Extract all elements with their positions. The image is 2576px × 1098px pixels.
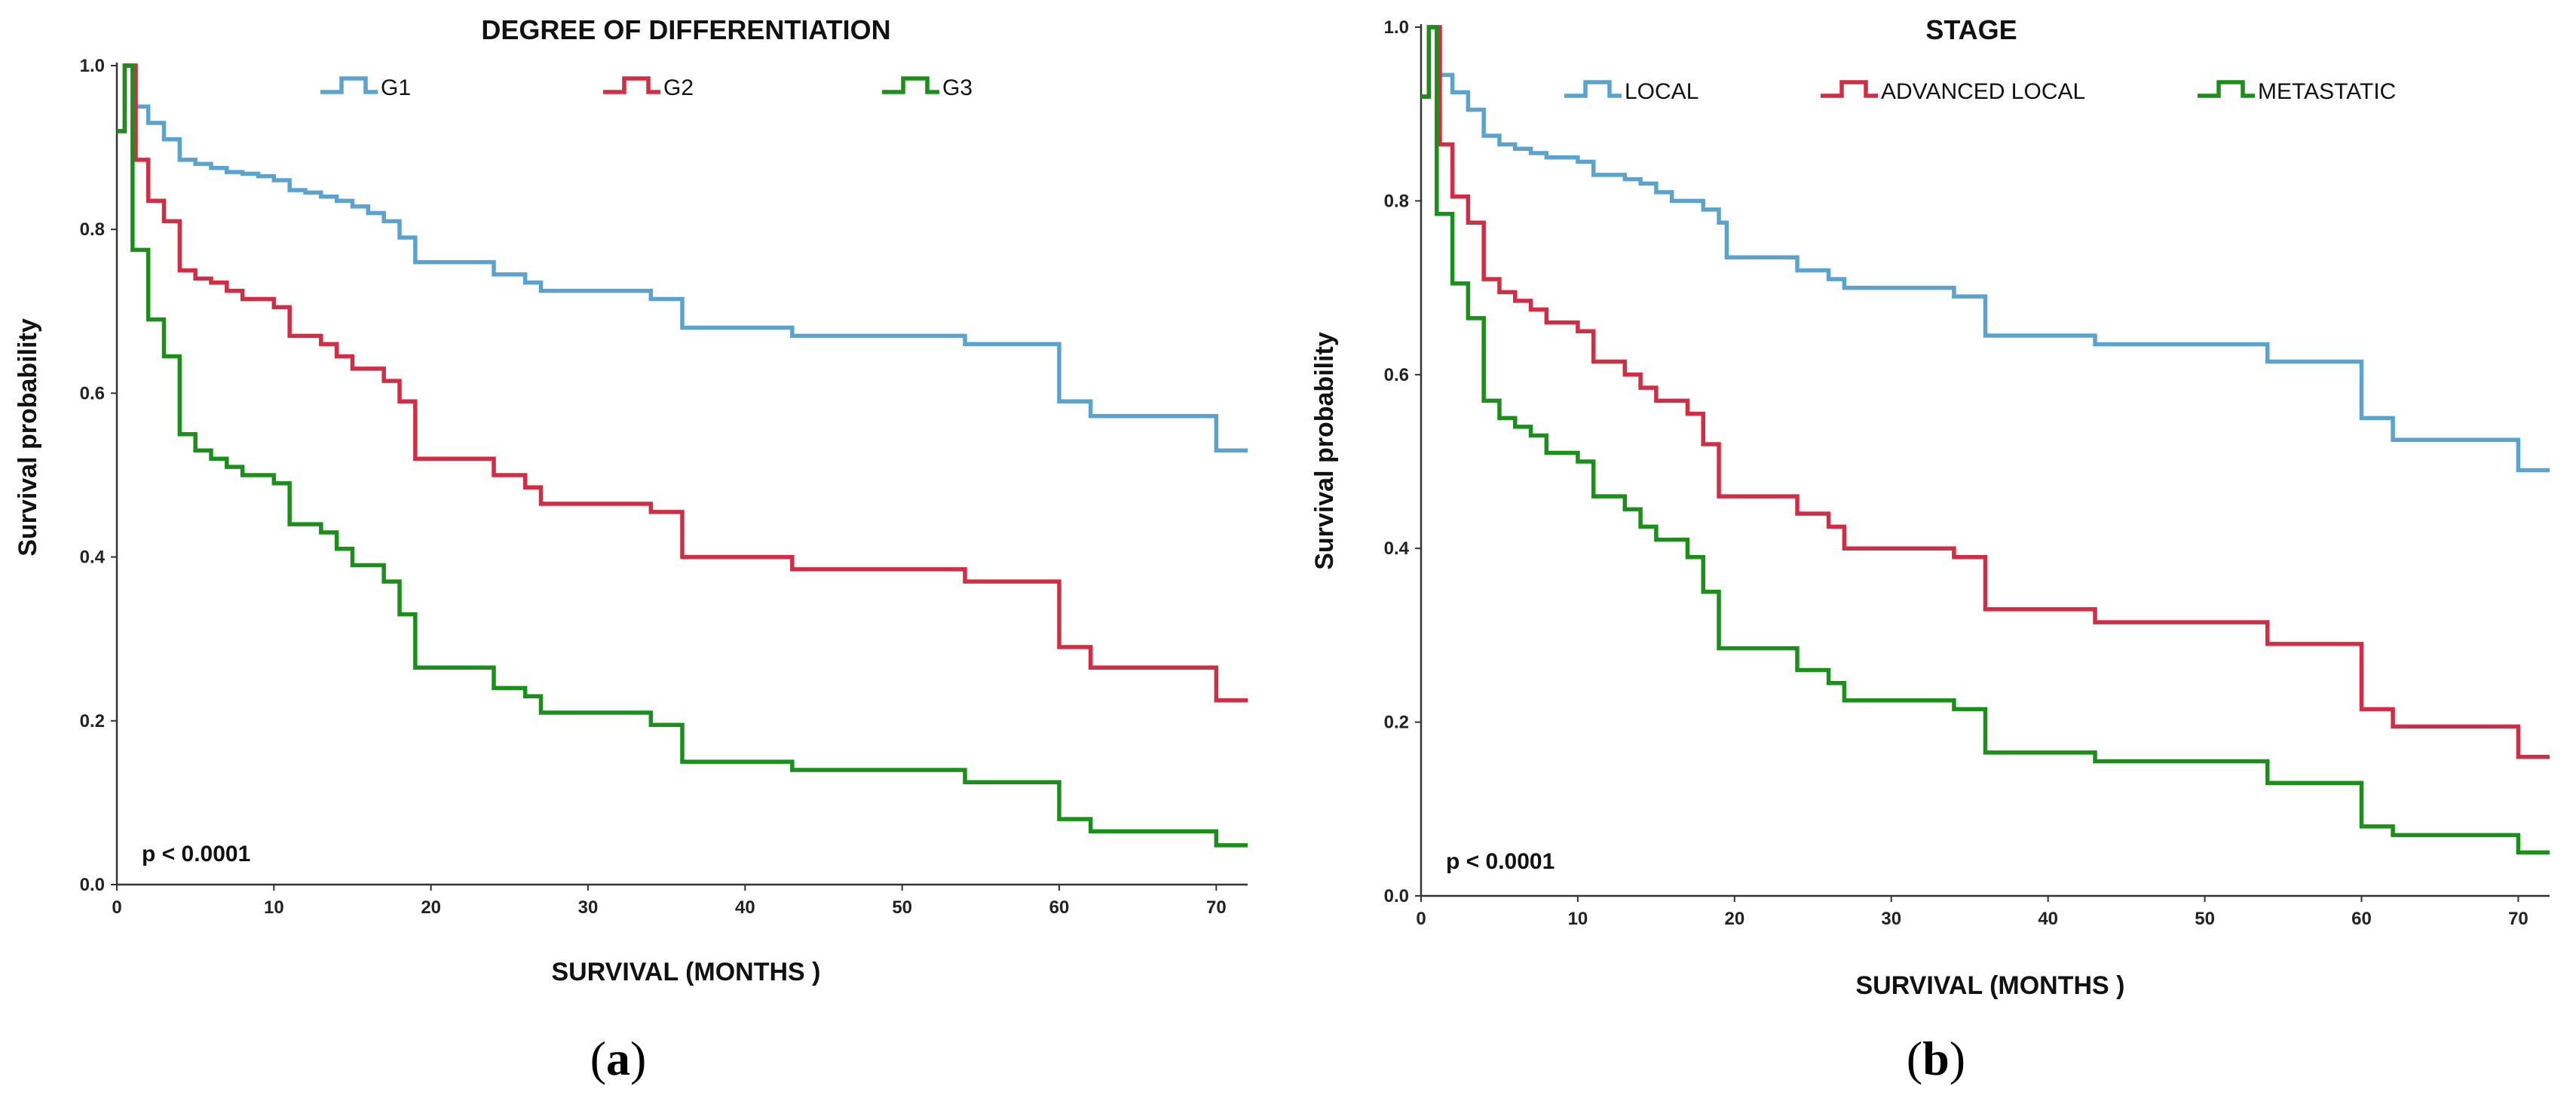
x-tick-label-b-10: 10 [1568, 909, 1588, 929]
x-tick-label-a-10: 10 [264, 897, 284, 918]
x-tick-label-a-0: 0 [112, 897, 121, 918]
panel-label-b: (b) [1907, 1032, 1965, 1085]
y-tick-label-a-0.0: 0.0 [80, 875, 105, 895]
y-tick-label-a-0.4: 0.4 [80, 547, 106, 568]
series-line-b-local [1421, 25, 2550, 473]
panel-label-a: (a) [590, 1032, 647, 1085]
chart-title-a: DEGREE OF DIFFERENTIATION [481, 14, 890, 45]
y-tick-label-b-0.4: 0.4 [1384, 538, 1410, 559]
legend-label-a-g3: G3 [942, 75, 973, 100]
y-tick-label-b-0.0: 0.0 [1384, 886, 1409, 906]
legend-swatch-a-g2 [603, 76, 660, 94]
x-axis-title-b: SURVIVAL (MONTHS ) [1855, 971, 2124, 1000]
legend-label-b-local: LOCAL [1625, 79, 1698, 104]
x-tick-label-a-30: 30 [578, 897, 599, 918]
x-tick-label-b-0: 0 [1416, 909, 1426, 929]
x-tick-label-b-60: 60 [2351, 909, 2372, 929]
series-line-a-g2 [117, 63, 1248, 703]
x-tick-label-b-50: 50 [2195, 909, 2215, 929]
plot-area-a: 0 10 20 30 40 50 60 70 0.0 0.2 0.4 0.6 0.8 1.0 G1 G2 G3 [80, 56, 1248, 918]
legend-label-b-metastatic: METASTATIC [2258, 79, 2396, 104]
panel-letter-b: b [1922, 1032, 1950, 1085]
y-tick-label-b-1.0: 1.0 [1384, 17, 1409, 38]
y-tick-label-a-1.0: 1.0 [80, 56, 105, 76]
series-line-b-metastatic [1421, 25, 2550, 855]
legend-swatch-a-g3 [882, 76, 939, 94]
y-tick-label-a-0.8: 0.8 [80, 219, 105, 240]
y-tick-label-b-0.6: 0.6 [1384, 365, 1409, 385]
x-tick-label-a-60: 60 [1049, 897, 1070, 918]
plot-area-b: 0 10 20 30 40 50 60 70 0.0 0.2 0.4 0.6 0.8 1.0 LOCAL AD… [1384, 17, 2550, 929]
y-tick-label-a-0.6: 0.6 [80, 383, 105, 403]
chart-panel-b: 0 10 20 30 40 50 60 70 0.0 0.2 0.4 0.6 0.8 1.0 LOCAL AD… [1310, 14, 2550, 1085]
y-tick-label-b-0.8: 0.8 [1384, 191, 1409, 211]
series-line-b-advanced-local [1421, 25, 2550, 759]
legend-label-a-g1: G1 [381, 75, 411, 100]
y-tick-label-b-0.2: 0.2 [1384, 713, 1409, 733]
p-value-b: p < 0.0001 [1446, 849, 1554, 874]
chart-panel-a: 0 10 20 30 40 50 60 700.00.20.40.60.81.0G1 G2 G3 … [14, 14, 1248, 1085]
x-tick-label-a-50: 50 [892, 897, 912, 918]
x-tick-label-a-20: 20 [421, 897, 441, 918]
panel-letter-a: a [606, 1032, 630, 1085]
series-line-a-g3 [117, 63, 1248, 848]
series-line-a-g1 [117, 63, 1248, 453]
legend-swatch-b-advanced-local [1821, 80, 1878, 98]
y-axis-title-a: Survival probability [14, 318, 42, 557]
x-tick-label-b-30: 30 [1881, 909, 1901, 929]
x-tick-label-b-40: 40 [2038, 909, 2058, 929]
legend-swatch-b-metastatic [2198, 80, 2255, 98]
legend-swatch-b-local [1564, 80, 1622, 98]
chart-title-b: STAGE [1925, 14, 2017, 45]
legend-label-b-advanced-local: ADVANCED LOCAL [1881, 79, 2085, 104]
p-value-a: p < 0.0001 [142, 842, 250, 866]
legend-label-a-g2: G2 [663, 75, 694, 100]
y-tick-label-a-0.2: 0.2 [80, 711, 105, 731]
y-axis-title-b: Survival probability [1310, 332, 1339, 570]
x-tick-label-a-70: 70 [1206, 897, 1227, 918]
legend-swatch-a-g1 [320, 76, 378, 94]
x-tick-label-b-70: 70 [2508, 909, 2529, 929]
x-tick-label-a-40: 40 [735, 897, 755, 918]
x-tick-label-b-20: 20 [1724, 909, 1744, 929]
x-axis-title-a: SURVIVAL (MONTHS ) [551, 958, 820, 986]
